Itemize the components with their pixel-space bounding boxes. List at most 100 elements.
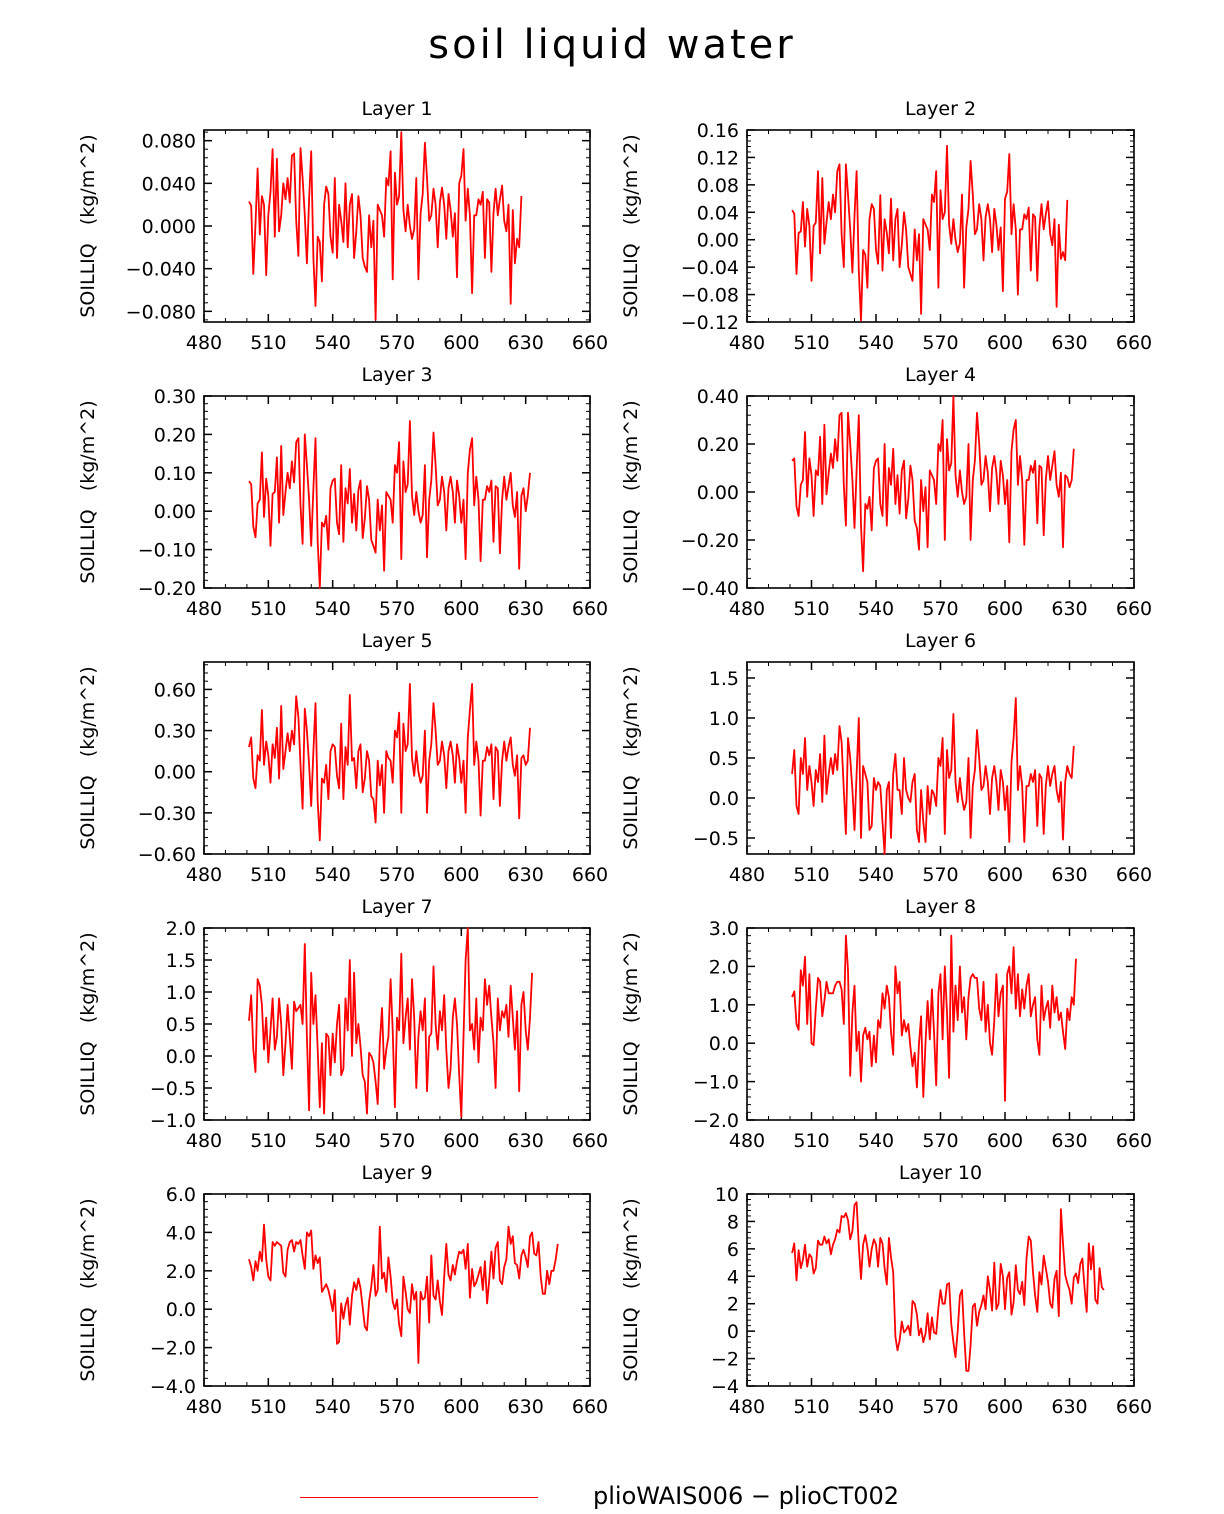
x-tick-label: 570 bbox=[922, 864, 958, 886]
y-axis-label: SOILLIQ (kg/m^2) bbox=[620, 666, 642, 849]
panel-title: Layer 1 bbox=[361, 98, 432, 120]
y-tick-label: 8 bbox=[727, 1211, 739, 1233]
y-tick-label: 0.08 bbox=[697, 175, 739, 197]
x-tick-label: 630 bbox=[1051, 332, 1087, 354]
chart-panel-8: Layer 8 480 510 540 570 600 630 660 −2.0 −1.0 0.0 1… bbox=[620, 896, 1152, 1152]
y-tick-label: −4.0 bbox=[150, 1376, 196, 1398]
series-line bbox=[791, 697, 1075, 855]
x-tick-label: 630 bbox=[508, 598, 544, 620]
chart-panel-4: Layer 4 480 510 540 570 600 630 660 −0.40 −0.20 0.… bbox=[620, 364, 1152, 620]
x-tick-label: 480 bbox=[729, 1396, 765, 1418]
figure-title: soil liquid water bbox=[428, 22, 796, 68]
x-tick-label: 600 bbox=[987, 1396, 1023, 1418]
y-tick-label: 0.080 bbox=[142, 131, 196, 153]
y-tick-label: 4 bbox=[727, 1266, 739, 1288]
x-tick-label: 660 bbox=[572, 864, 608, 886]
y-tick-label: 2 bbox=[727, 1294, 739, 1316]
y-tick-label: 0.5 bbox=[709, 748, 739, 770]
y-tick-label: −0.10 bbox=[138, 540, 196, 562]
x-tick-label: 510 bbox=[250, 1396, 286, 1418]
series-line bbox=[248, 927, 533, 1118]
x-tick-label: 630 bbox=[1051, 1130, 1087, 1152]
y-tick-label: −1.0 bbox=[150, 1110, 196, 1132]
chart-panel-5: Layer 5 480 510 540 570 600 630 660 −0.60 −0.30 0.… bbox=[77, 630, 608, 886]
y-tick-label: 1.5 bbox=[709, 668, 739, 690]
x-tick-label: 480 bbox=[729, 332, 765, 354]
x-tick-label: 600 bbox=[443, 332, 479, 354]
plot-frame bbox=[203, 1193, 591, 1387]
x-tick-label: 630 bbox=[508, 1396, 544, 1418]
x-tick-label: 540 bbox=[315, 1396, 351, 1418]
x-tick-label: 600 bbox=[987, 598, 1023, 620]
x-tick-label: 600 bbox=[443, 1396, 479, 1418]
y-tick-label: −0.08 bbox=[681, 285, 739, 307]
x-tick-label: 660 bbox=[1116, 332, 1152, 354]
y-tick-label: 0.30 bbox=[154, 721, 196, 743]
y-tick-label: 0.10 bbox=[154, 463, 196, 485]
y-tick-label: 0.00 bbox=[154, 501, 196, 523]
x-tick-label: 540 bbox=[858, 1130, 894, 1152]
y-tick-label: 0.40 bbox=[697, 386, 739, 408]
x-tick-label: 510 bbox=[250, 864, 286, 886]
x-tick-label: 660 bbox=[572, 1130, 608, 1152]
y-tick-label: 0.00 bbox=[697, 230, 739, 252]
series-line bbox=[791, 144, 1069, 322]
x-tick-label: 480 bbox=[186, 1396, 222, 1418]
y-tick-label: −0.5 bbox=[150, 1078, 196, 1100]
y-tick-label: 4.0 bbox=[166, 1222, 196, 1244]
chart-panel-2: Layer 2 480 510 540 570 600 630 660 −0.12 −0.08 −0… bbox=[620, 98, 1152, 354]
y-tick-label: −4 bbox=[711, 1376, 739, 1398]
legend-line-swatch bbox=[300, 1497, 538, 1498]
x-tick-label: 510 bbox=[250, 1130, 286, 1152]
x-tick-label: 600 bbox=[987, 1130, 1023, 1152]
chart-panel-9: Layer 9 480 510 540 570 600 630 660 −4.0 −2.0 0.0 2… bbox=[77, 1162, 608, 1418]
panel-title: Layer 9 bbox=[361, 1162, 432, 1184]
x-tick-label: 540 bbox=[315, 332, 351, 354]
panel-title: Layer 3 bbox=[361, 364, 432, 386]
x-tick-label: 540 bbox=[315, 864, 351, 886]
y-tick-label: 0.5 bbox=[166, 1014, 196, 1036]
panel-title: Layer 8 bbox=[905, 896, 976, 918]
x-tick-label: 570 bbox=[379, 332, 415, 354]
x-tick-label: 660 bbox=[1116, 1396, 1152, 1418]
x-tick-label: 570 bbox=[922, 332, 958, 354]
x-tick-label: 660 bbox=[572, 598, 608, 620]
y-axis-label: SOILLIQ (kg/m^2) bbox=[620, 400, 642, 583]
y-tick-label: 1.5 bbox=[166, 950, 196, 972]
y-tick-label: −0.20 bbox=[681, 530, 739, 552]
x-tick-label: 660 bbox=[1116, 598, 1152, 620]
x-tick-label: 660 bbox=[572, 332, 608, 354]
panel-title: Layer 4 bbox=[905, 364, 976, 386]
x-tick-label: 630 bbox=[508, 1130, 544, 1152]
series-line bbox=[791, 1201, 1105, 1372]
y-axis-label: SOILLIQ (kg/m^2) bbox=[77, 932, 99, 1115]
y-tick-label: −0.12 bbox=[681, 312, 739, 334]
panel-title: Layer 2 bbox=[905, 98, 976, 120]
y-axis-label: SOILLIQ (kg/m^2) bbox=[77, 400, 99, 583]
chart-panel-10: Layer 10 480 510 540 570 600 630 660 −4 −2 0 2 4 6 8 10… bbox=[620, 1162, 1152, 1418]
chart-panel-3: Layer 3 480 510 540 570 600 630 660 −0.20 −0.10 0.… bbox=[77, 364, 608, 620]
y-tick-label: −0.40 bbox=[681, 578, 739, 600]
y-tick-label: −2.0 bbox=[150, 1338, 196, 1360]
y-axis-label: SOILLIQ (kg/m^2) bbox=[77, 1198, 99, 1381]
y-tick-label: 0.0 bbox=[709, 1033, 739, 1055]
y-axis-label: SOILLIQ (kg/m^2) bbox=[77, 134, 99, 317]
y-axis-label: SOILLIQ (kg/m^2) bbox=[77, 666, 99, 849]
y-tick-label: 0.12 bbox=[697, 147, 739, 169]
x-tick-label: 510 bbox=[793, 598, 829, 620]
x-tick-label: 510 bbox=[793, 1130, 829, 1152]
y-tick-label: −0.30 bbox=[138, 803, 196, 825]
x-tick-label: 660 bbox=[572, 1396, 608, 1418]
series-line bbox=[248, 1223, 559, 1364]
series-line bbox=[248, 683, 531, 842]
plot-frame bbox=[203, 661, 591, 855]
x-tick-label: 630 bbox=[508, 864, 544, 886]
x-tick-label: 540 bbox=[315, 1130, 351, 1152]
x-tick-label: 510 bbox=[250, 598, 286, 620]
x-tick-label: 630 bbox=[508, 332, 544, 354]
y-tick-label: 0.20 bbox=[697, 434, 739, 456]
y-tick-label: −2 bbox=[711, 1349, 739, 1371]
x-tick-label: 570 bbox=[379, 1396, 415, 1418]
x-tick-label: 570 bbox=[379, 864, 415, 886]
x-tick-label: 480 bbox=[186, 1130, 222, 1152]
